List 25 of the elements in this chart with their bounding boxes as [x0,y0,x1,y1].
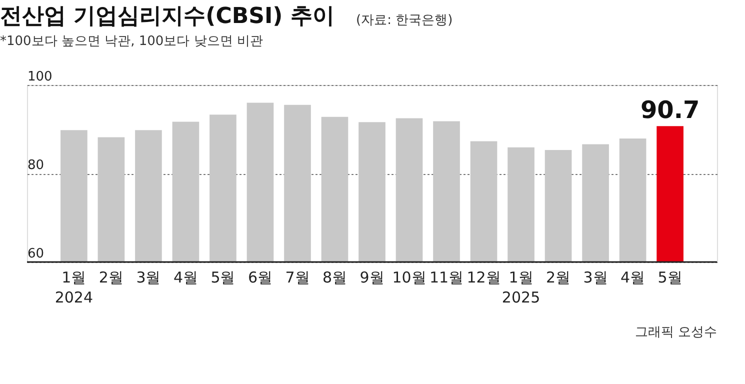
x-tick-label: 4월 [173,268,198,286]
x-tick-label: 12월 [466,268,501,286]
y-tick-label: 100 [28,70,52,84]
x-tick-label: 4월 [620,268,646,286]
text: 그래픽 오성수 [634,325,717,340]
x-tick-label: 2월 [546,268,571,286]
x-tick-label: 10월 [392,268,426,286]
x-tick-label: 1월 2024 [54,268,94,306]
chart-subtitle: *100보다 높으면 낙관, 100보다 낮으면 비관 [0,34,263,49]
x-tick-label: 3월 [583,268,608,286]
x-tick-label: 5월 [210,268,236,286]
y-tick-label: 60 [28,246,44,262]
x-tick-label: 5월 [658,268,682,286]
x-tick-label: 11월 [429,268,464,286]
data-label: 90.7 [640,96,700,124]
x-tick-label: 2월 [98,268,124,286]
x-tick-label: 3월 [136,268,161,286]
text: (자료: 한국은행) [356,13,453,28]
x-tick-label: 8월 [322,268,348,286]
x-tick-label: 1월 2025 [502,268,540,306]
x-tick-label: 7월 [285,268,310,286]
x-tick-label: 6월 [248,268,272,286]
chart-title: 전산업 기업심리지수(CBSI) 추이 [0,4,334,29]
y-tick-label: 80 [28,158,44,173]
x-tick-label: 9월 [360,268,384,286]
